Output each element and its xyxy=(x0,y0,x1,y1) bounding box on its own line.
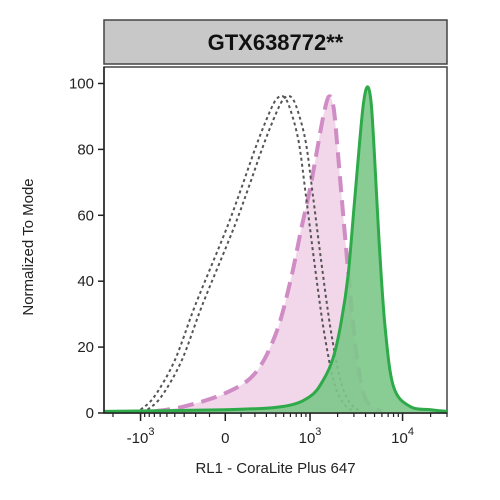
y-ticks: 0 20 40 60 80 100 xyxy=(69,75,104,422)
series-2-line xyxy=(103,85,448,413)
x-axis-label: RL1 - CoraLite Plus 647 xyxy=(195,460,355,477)
x-tick-label: 0 xyxy=(221,430,229,447)
data-layer xyxy=(103,85,448,414)
y-tick-label: 40 xyxy=(77,273,94,290)
y-tick-label: 20 xyxy=(77,339,94,356)
y-tick-label: 80 xyxy=(77,141,94,158)
title-banner xyxy=(103,19,448,65)
x-tick-label: 104 xyxy=(391,426,414,447)
chart-title: GTX638772** xyxy=(208,30,344,55)
y-axis-label: Normalized To Mode xyxy=(20,178,37,315)
series-1-area xyxy=(154,96,382,414)
y-tick-label: 0 xyxy=(86,405,94,422)
series-2-area xyxy=(104,86,447,414)
y-tick-label: 100 xyxy=(69,75,94,92)
x-tick-label: 103 xyxy=(299,426,322,447)
x-ticks: -103 0 103 104 xyxy=(112,413,448,447)
y-tick-label: 60 xyxy=(77,207,94,224)
x-tick-label: -103 xyxy=(127,426,155,447)
